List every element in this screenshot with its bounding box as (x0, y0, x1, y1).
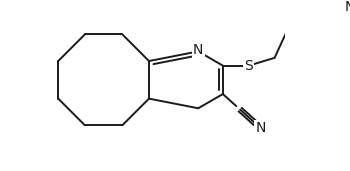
Text: N: N (255, 121, 266, 135)
Text: N: N (193, 43, 203, 57)
Text: N: N (344, 1, 350, 15)
Text: S: S (244, 59, 253, 73)
